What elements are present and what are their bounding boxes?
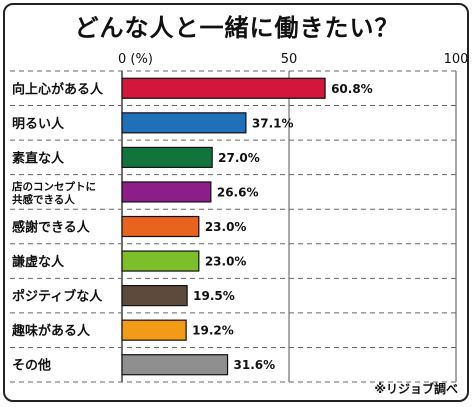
- category-label-9: その他: [12, 358, 51, 374]
- chart-frame: [3, 3, 469, 402]
- bar-2: [121, 112, 247, 134]
- value-label-7: 19.5%: [193, 289, 235, 303]
- bar-6: [121, 250, 200, 272]
- axis-unit-label: 0 (%): [118, 52, 153, 67]
- value-label-1: 60.8%: [331, 82, 373, 96]
- category-label-5: 感謝できる人: [12, 220, 91, 236]
- bar-4: [121, 181, 212, 203]
- value-label-2: 37.1%: [252, 116, 294, 130]
- bar-8: [121, 319, 187, 341]
- bar-1: [121, 77, 326, 99]
- category-label-4-line-1: 店のコンセプトに: [11, 180, 96, 193]
- value-label-8: 19.2%: [192, 324, 234, 338]
- value-label-4: 26.6%: [217, 185, 259, 199]
- value-label-5: 23.0%: [205, 220, 247, 234]
- chart-title: どんな人と一緒に働きたい？: [74, 14, 400, 42]
- category-label-1: 向上心がある人: [12, 81, 104, 97]
- category-label-4-line-2: 共感できる人: [12, 193, 75, 206]
- bar-3: [121, 146, 213, 168]
- value-label-6: 23.0%: [205, 255, 247, 269]
- category-label-7: ポジティブな人: [12, 289, 103, 305]
- bar-9: [121, 354, 229, 376]
- category-label-3: 素直な人: [12, 150, 65, 166]
- tick-label-100: 100: [444, 52, 469, 67]
- source-note: ※リジョブ調べ: [374, 382, 458, 396]
- value-label-9: 31.6%: [234, 358, 276, 372]
- bar-5: [121, 215, 200, 238]
- bar-7: [121, 285, 188, 307]
- category-label-6: 謙虚な人: [12, 254, 65, 270]
- value-label-3: 27.0%: [218, 151, 260, 165]
- category-label-8: 趣味がある人: [11, 323, 91, 339]
- tick-label-50: 50: [281, 52, 298, 67]
- category-label-2: 明るい人: [12, 116, 65, 132]
